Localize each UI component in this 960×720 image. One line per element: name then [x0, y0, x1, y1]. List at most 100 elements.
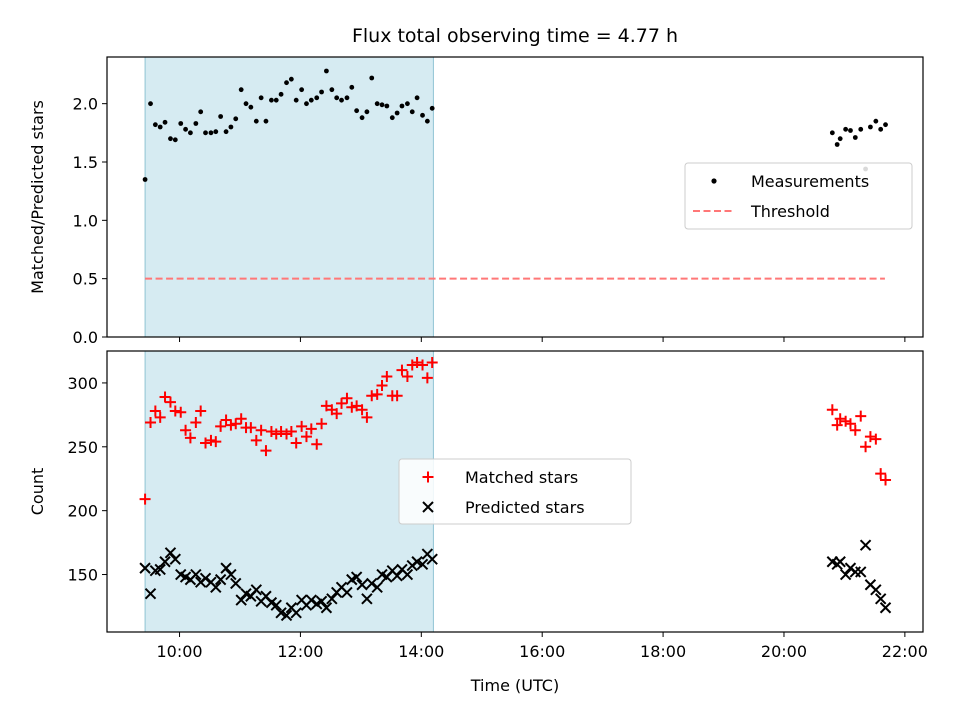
- data-point: [250, 584, 263, 596]
- data-point: [878, 126, 884, 132]
- data-point: [341, 586, 353, 599]
- data-point: [834, 413, 846, 425]
- data-point: [144, 587, 157, 600]
- data-point: [316, 418, 328, 430]
- data-point: [190, 568, 202, 581]
- data-point: [374, 101, 380, 107]
- data-point: [205, 434, 217, 446]
- data-point: [855, 566, 867, 578]
- x-tick-label: 10:00: [156, 642, 202, 661]
- data-point: [359, 115, 365, 121]
- data-point: [331, 408, 343, 420]
- data-point: [396, 364, 408, 376]
- data-point: [371, 388, 383, 400]
- y-tick-label: 2.0: [73, 95, 98, 114]
- data-point: [305, 594, 318, 606]
- data-point: [270, 599, 282, 611]
- data-point: [384, 103, 390, 109]
- data-point: [305, 423, 317, 435]
- data-point: [391, 570, 403, 582]
- data-point: [214, 573, 227, 586]
- data-point: [394, 110, 400, 116]
- data-point: [381, 371, 393, 383]
- data-point: [233, 116, 239, 122]
- data-point: [329, 87, 335, 93]
- data-point: [164, 547, 177, 559]
- data-point: [278, 91, 284, 97]
- data-point: [157, 124, 163, 130]
- data-point: [391, 390, 403, 402]
- data-point: [849, 424, 861, 436]
- data-point: [849, 566, 862, 578]
- data-point: [190, 417, 202, 429]
- data-point: [228, 124, 234, 130]
- data-point: [831, 419, 843, 431]
- data-point: [273, 97, 279, 103]
- data-point: [880, 474, 892, 486]
- data-point: [326, 593, 338, 605]
- data-point: [220, 414, 232, 426]
- legend-box: [398, 458, 632, 525]
- chart-title: Flux total observing time = 4.77 h: [352, 25, 678, 47]
- data-point: [154, 563, 166, 576]
- data-point: [852, 135, 858, 140]
- data-point: [376, 379, 388, 391]
- data-point: [180, 424, 192, 436]
- data-point: [198, 109, 204, 115]
- data-point: [826, 404, 838, 416]
- data-point: [184, 432, 196, 444]
- data-point: [164, 396, 176, 408]
- x-tick-label: 22:00: [882, 642, 928, 661]
- data-point: [873, 118, 879, 124]
- data-point: [230, 577, 242, 590]
- data-point: [210, 581, 222, 594]
- data-point: [245, 422, 257, 434]
- data-point: [213, 129, 219, 135]
- data-point: [172, 137, 178, 143]
- data-point: [269, 97, 274, 103]
- data-point: [848, 128, 853, 133]
- data-point: [235, 594, 247, 606]
- data-point: [341, 392, 353, 404]
- data-point: [175, 406, 187, 418]
- data-point: [421, 372, 433, 384]
- x-axis-label: Time (UTC): [470, 676, 559, 695]
- data-point: [840, 415, 852, 427]
- x-tick-label: 14:00: [398, 642, 444, 661]
- data-point: [405, 101, 410, 107]
- y-tick-label: 1.5: [73, 153, 98, 172]
- data-point: [406, 359, 418, 371]
- data-point: [356, 579, 368, 591]
- data-point: [238, 87, 244, 93]
- data-point: [248, 104, 254, 110]
- data-point: [288, 76, 294, 82]
- legend-marker: [711, 178, 717, 184]
- data-point: [225, 419, 237, 431]
- data-point: [270, 428, 282, 440]
- y-tick-label: 0.0: [73, 328, 98, 347]
- axes-frame: [106, 56, 924, 338]
- data-point: [223, 129, 229, 135]
- data-point: [829, 130, 835, 136]
- data-point: [361, 411, 373, 423]
- y-tick-label: 150: [67, 566, 98, 585]
- legend-marker: [422, 471, 434, 483]
- data-point: [339, 97, 344, 103]
- data-point: [253, 118, 259, 124]
- series-measurements: [142, 68, 888, 182]
- data-point: [258, 95, 264, 101]
- data-point: [883, 122, 888, 128]
- data-point: [285, 425, 297, 437]
- data-point: [361, 593, 373, 605]
- data-point: [409, 109, 415, 115]
- data-point: [250, 434, 262, 446]
- y-tick-label: 1.0: [73, 211, 98, 230]
- data-point: [265, 425, 277, 437]
- data-point: [416, 558, 429, 571]
- data-point: [336, 397, 348, 409]
- data-point: [169, 553, 182, 565]
- data-point: [139, 493, 151, 505]
- y-tick-label: 0.5: [73, 270, 98, 289]
- y-tick-label: 300: [67, 374, 98, 393]
